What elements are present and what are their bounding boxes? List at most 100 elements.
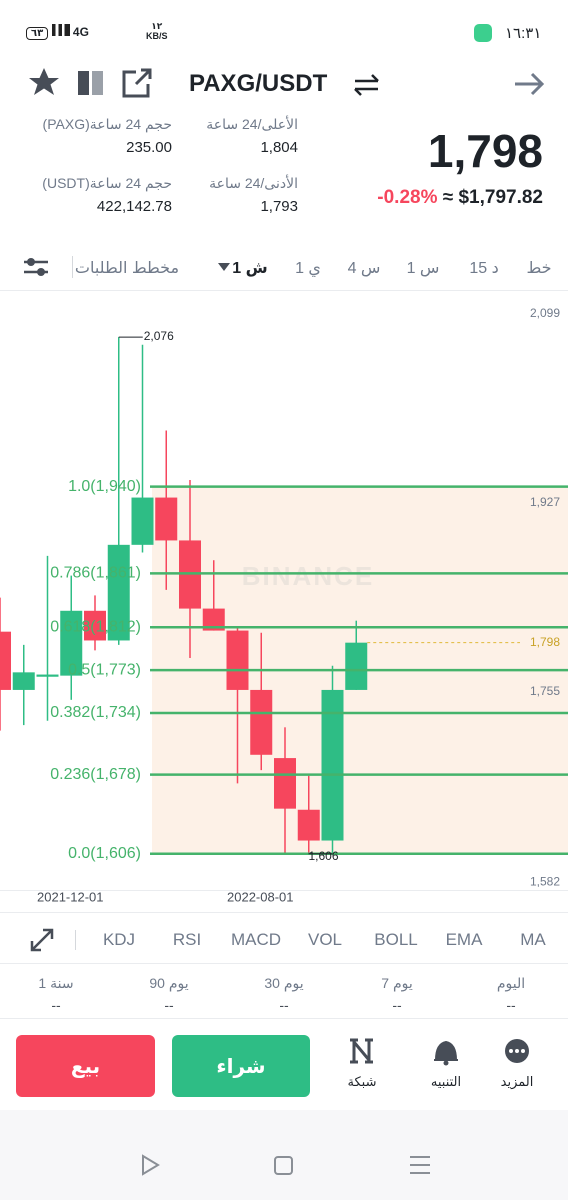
buy-button[interactable]: شراء [172,1035,310,1097]
indicator[interactable]: BOLL [374,930,418,949]
y-tick-label: 1,582 [530,874,560,888]
y-tick-label: 1,755 [530,684,560,698]
divider [75,930,76,950]
candle-body [274,758,296,809]
x-tick-label: 2022-08-01 [227,889,294,904]
candle-body [226,630,249,690]
fib-label: 0.618(1,812) [50,618,141,635]
last-price: 1,798 [427,125,543,177]
y-tick-label: 2,099 [530,306,560,320]
indicator[interactable]: MACD [230,930,282,949]
nav-bar [0,1110,568,1200]
compare-part [92,71,103,95]
divider [0,1018,568,1019]
candle-body [202,608,225,631]
perf-value: -- [51,997,61,1013]
stat-value: 1,804 [260,139,298,156]
speed-value: ١٢ [151,21,163,31]
indicator[interactable]: EMA [445,930,483,949]
max-label: 2,076 [144,329,174,343]
speed-unit: KB/S [146,31,168,41]
grid-icon[interactable] [350,1038,373,1064]
action-icons [350,1038,529,1066]
nav-home[interactable] [274,1156,293,1175]
settings[interactable] [22,255,50,279]
fib-label: 0.5(1,773) [68,661,141,678]
fib-label: 0.786(1,861) [50,565,141,582]
timeframe[interactable]: 1 ي [295,260,321,277]
status-icons: ٦٣ 4G [26,24,89,40]
pair[interactable]: PAXG/USDT [189,70,328,97]
approx: ≈ $1,797.82 [442,187,543,208]
timeframe-active[interactable]: 1 ش [232,260,268,277]
perf-label: اليوم [496,975,526,991]
fib-label: 1.0(1,940) [68,478,141,495]
stat-label: حجم 24 ساعة(PAXG) [42,116,172,132]
indicator[interactable]: RSI [172,930,202,949]
min-label: 1,606 [309,849,339,863]
forward[interactable] [515,72,545,96]
share[interactable] [122,68,152,98]
chart: BINANCE 1,582 1,755 1,927 2,099 2021-12-01 202… [0,290,568,904]
perf-value: -- [279,997,289,1013]
perf-value: -- [392,997,402,1013]
signal [51,24,70,36]
candle-body [321,689,344,841]
perf-label: 30 يوم [264,975,304,991]
alert-icon[interactable] [434,1040,458,1061]
indicator[interactable]: KDJ [102,930,136,949]
candle-body [297,809,320,841]
timeframe[interactable]: 1 س [406,260,440,277]
nav-icons [142,1154,430,1176]
nav-back[interactable] [142,1154,160,1176]
action-label[interactable]: المزيد [500,1074,534,1089]
y-tick-label: 1,927 [530,495,560,509]
action-label[interactable]: التنبيه [430,1074,462,1089]
sell-button[interactable]: بيع [16,1035,155,1097]
header-icons [29,68,545,98]
candle-body [84,610,106,641]
stat-label: الأعلى/24 ساعة [206,116,298,132]
fib-label: 0.0(1,606) [68,845,141,862]
perf-value: -- [506,997,516,1013]
stat-label: الأدنى/24 ساعة [209,175,298,191]
candle-body [345,642,368,690]
alert-dot [443,1060,449,1066]
candle-body [155,497,178,541]
perf-value: -- [164,997,174,1013]
depth-chart[interactable]: مخطط الطلبات [74,260,180,277]
compare[interactable] [78,71,89,95]
timeframe[interactable]: 4 س [347,260,381,277]
battery: ٦٣ [26,27,49,40]
fib-label: 0.382(1,734) [50,704,141,721]
perf-label: 7 يوم [381,975,413,991]
speed: ١٢ KB/S [146,21,168,41]
divider [0,963,568,964]
more-icon[interactable] [505,1039,529,1063]
timeframe[interactable]: 15 د [469,260,499,277]
network: 4G [72,25,89,39]
last-price-label: 1,798 [530,635,560,649]
indicator[interactable]: VOL [307,930,343,949]
swap[interactable] [354,74,379,96]
dropdown [218,263,230,271]
perf-label: 90 يوم [149,975,189,991]
indicator[interactable]: MA [520,930,546,949]
price-line: -0.28% ≈ $1,797.82 [377,187,543,209]
stat-value: 235.00 [126,139,172,156]
change: -0.28% [377,187,438,208]
nav-recent[interactable] [410,1156,430,1174]
stat-value: 1,793 [260,198,298,215]
candle-body [131,497,154,545]
stat-label: حجم 24 ساعة(USDT) [42,175,172,191]
stat-value: 422,142.78 [96,198,172,215]
candle-body [107,544,130,641]
candle-body [250,689,273,755]
favorite[interactable] [29,68,59,95]
timeframe[interactable]: خط [526,260,552,277]
action-label[interactable]: شبكة [347,1074,377,1089]
candle-body [60,610,83,676]
divider [0,912,568,913]
expand[interactable] [28,926,56,954]
